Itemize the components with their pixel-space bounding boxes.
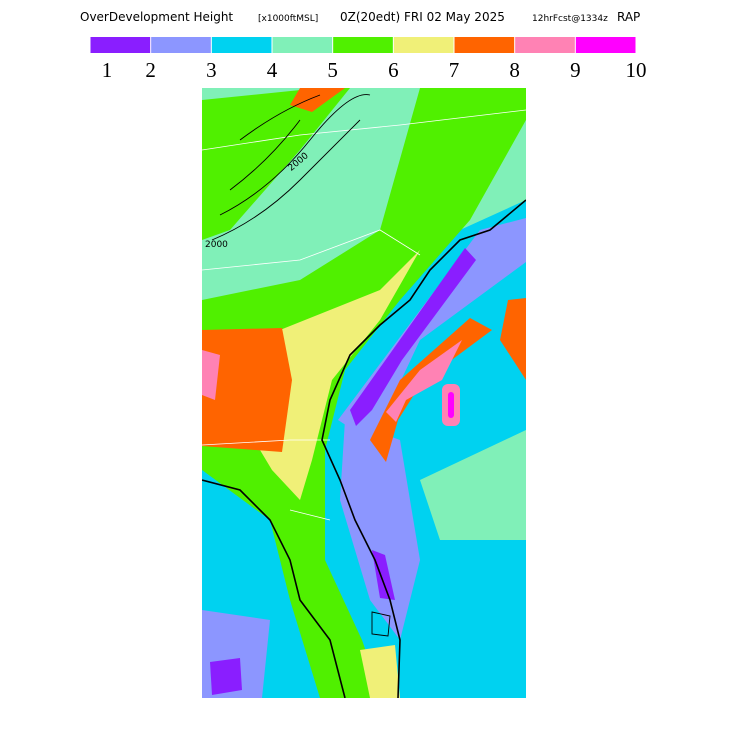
colorbar-swatch <box>211 37 272 53</box>
field-fill <box>290 88 345 112</box>
field-fill <box>372 550 395 600</box>
field-fill <box>420 430 526 540</box>
field-fill <box>242 250 420 500</box>
colorbar-swatch <box>272 37 333 53</box>
field-fill <box>202 328 292 452</box>
colorbar-label: 6 <box>388 58 399 82</box>
colorbar-label: 8 <box>509 58 520 82</box>
colorbar-label: 3 <box>206 58 217 82</box>
title-product: OverDevelopment Height <box>80 10 233 24</box>
contour-line <box>211 94 391 637</box>
field <box>202 88 526 698</box>
colorbar-swatch <box>575 37 636 53</box>
field-fill <box>202 88 350 240</box>
colorbar-label: 7 <box>449 58 460 82</box>
contour-label: 2000 <box>205 240 228 250</box>
colorbar-label: 2 <box>145 58 156 82</box>
colorbar-swatch <box>151 37 211 53</box>
title-units: [x1000ftMSL] <box>258 14 318 24</box>
coastline <box>202 199 526 698</box>
colorbar-label: 5 <box>327 58 338 82</box>
field-fill <box>340 420 420 640</box>
title-model: RAP <box>617 10 640 24</box>
title-valid: 0Z(20edt) FRI 02 May 2025 <box>340 10 505 24</box>
field-fill <box>370 318 492 462</box>
colorbar-swatch <box>515 37 575 53</box>
colorbar-label: 4 <box>267 58 278 82</box>
colorbar-label: 1 <box>102 58 113 82</box>
colorbar-swatch <box>454 37 515 53</box>
field-fill <box>360 645 400 698</box>
colorbar: 1 2 3 4 5 6 7 8 9 10 <box>90 37 647 82</box>
field-fill <box>210 658 242 695</box>
title-forecast: 12hrFcst@1334z <box>532 14 608 24</box>
colorbar-swatch <box>393 37 454 53</box>
map: 2000 2000 <box>202 88 526 698</box>
colorbar-swatch <box>333 37 393 53</box>
field-fill <box>386 340 462 422</box>
colorbar-label: 10 <box>626 58 647 82</box>
field-fill <box>350 248 476 426</box>
colorbar-label: 9 <box>570 58 581 82</box>
field-fill <box>448 392 454 418</box>
field-fill <box>202 350 220 400</box>
field-fill <box>500 298 526 380</box>
colorbar-swatch <box>90 37 151 53</box>
